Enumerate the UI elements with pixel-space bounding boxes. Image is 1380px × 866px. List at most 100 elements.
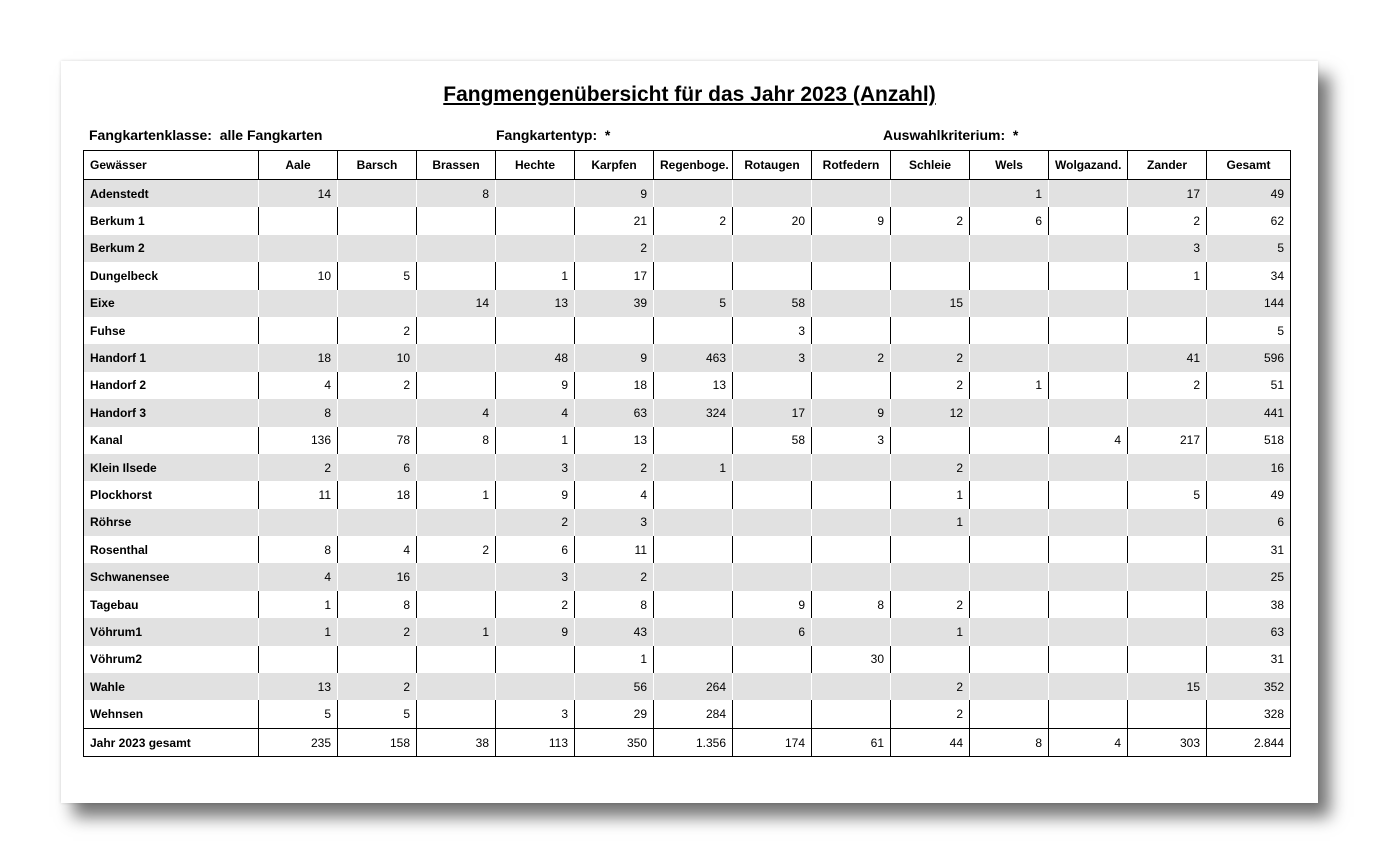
count-cell: 10 [337,344,417,372]
count-cell: 14 [258,179,338,208]
water-name-cell: Handorf 2 [83,371,259,400]
count-cell [732,371,812,400]
water-name-cell: Berkum 1 [83,207,259,235]
count-cell [1048,371,1128,400]
count-cell [416,673,496,701]
count-cell [1048,645,1128,674]
count-cell [337,508,417,537]
count-cell [732,481,812,509]
count-cell [653,316,733,345]
count-cell [811,289,891,317]
count-cell [969,234,1049,263]
count-cell [969,700,1049,729]
count-cell: 31 [1206,645,1291,674]
count-cell: 4 [495,399,575,427]
count-cell [1048,344,1128,372]
total-row: Jahr 2023 gesamt 235 158 38 113 350 1.356 174 61… [83,727,1291,757]
count-cell [1127,563,1207,591]
count-cell [969,590,1049,619]
count-cell: 14 [416,289,496,317]
count-cell [969,536,1049,564]
count-cell [969,262,1049,290]
total-cell: 158 [337,727,417,757]
column-header: Aale [258,150,338,180]
count-cell [1127,453,1207,482]
count-cell [732,536,812,564]
column-header: Schleie [890,150,970,180]
count-cell: 58 [732,289,812,317]
count-cell: 63 [1206,618,1291,646]
count-cell: 518 [1206,426,1291,454]
count-cell: 2 [1127,207,1207,235]
count-cell [653,179,733,208]
count-cell: 596 [1206,344,1291,372]
column-header: Hechte [495,150,575,180]
water-name-cell: Vöhrum1 [83,618,259,646]
count-cell: 2 [574,453,654,482]
count-cell: 58 [732,426,812,454]
count-cell: 1 [258,590,338,619]
report-page: Fangmengenübersicht für das Jahr 2023 (A… [61,61,1318,803]
count-cell: 2 [337,618,417,646]
count-cell [495,179,575,208]
count-cell [969,399,1049,427]
filter-fangkartentyp: Fangkartentyp: * [496,127,610,143]
count-cell: 2 [890,371,970,400]
count-cell: 18 [258,344,338,372]
count-cell [416,234,496,263]
filter-label: Auswahlkriterium: [883,127,1006,143]
count-cell [1048,207,1128,235]
table-row: Tagebau 1 8 2 8 9 8 2 38 [83,590,1291,619]
count-cell: 4 [337,536,417,564]
count-cell: 2 [890,700,970,729]
count-cell: 9 [811,399,891,427]
water-name-cell: Vöhrum2 [83,645,259,674]
count-cell: 78 [337,426,417,454]
count-cell: 4 [416,399,496,427]
count-cell: 3 [495,453,575,482]
count-cell [811,700,891,729]
count-cell: 15 [1127,673,1207,701]
table-row: Handorf 1 18 10 48 9 463 3 2 2 41 596 [83,344,1291,372]
column-header: Karpfen [574,150,654,180]
column-header: Regenboge. [653,150,733,180]
count-cell: 5 [337,262,417,290]
report-title: Fangmengenübersicht für das Jahr 2023 (A… [443,83,936,106]
count-cell [416,262,496,290]
count-cell: 12 [890,399,970,427]
count-cell: 5 [653,289,733,317]
count-cell: 6 [495,536,575,564]
total-cell: 8 [969,727,1049,757]
count-cell [1048,399,1128,427]
count-cell: 9 [574,179,654,208]
count-cell [1127,618,1207,646]
count-cell: 9 [495,371,575,400]
count-cell [653,234,733,263]
count-cell [337,207,417,235]
count-cell: 20 [732,207,812,235]
table-row: Kanal 136 78 8 1 13 58 3 4 217 518 [83,426,1291,454]
count-cell [1048,234,1128,263]
count-cell: 3 [495,563,575,591]
total-cell: 303 [1127,727,1207,757]
count-cell [969,673,1049,701]
count-cell: 2 [890,453,970,482]
water-name-cell: Handorf 3 [83,399,259,427]
count-cell [653,590,733,619]
count-cell: 2 [890,207,970,235]
count-cell: 38 [1206,590,1291,619]
count-cell: 62 [1206,207,1291,235]
count-cell: 3 [495,700,575,729]
count-cell: 9 [574,344,654,372]
count-cell [890,536,970,564]
count-cell: 2 [337,316,417,345]
count-cell [890,645,970,674]
count-cell [1127,536,1207,564]
count-cell [416,316,496,345]
count-cell [653,536,733,564]
count-cell: 2 [1127,371,1207,400]
count-cell: 56 [574,673,654,701]
count-cell [1127,289,1207,317]
count-cell [495,645,575,674]
count-cell [416,563,496,591]
